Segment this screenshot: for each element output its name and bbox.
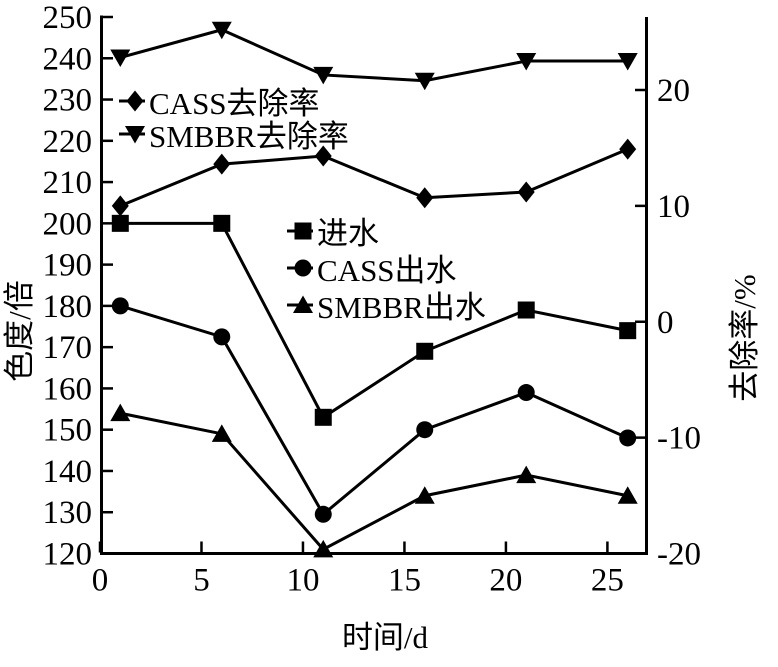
- legend-item-influent: 进水: [286, 212, 486, 251]
- smbbr-effluent-line: [119, 411, 629, 552]
- left-axis-tick-label: 220: [43, 124, 93, 160]
- legend-label-cass-removal: CASS去除率: [149, 86, 320, 121]
- left-axis-tick-label: 160: [43, 371, 93, 407]
- influent-legend-marker: [294, 222, 312, 239]
- influent-line: [120, 221, 629, 420]
- diamond-marker-icon: [119, 90, 145, 111]
- left-axis-tick-label: 240: [43, 41, 93, 77]
- left-axis-tick-label: 130: [43, 495, 93, 531]
- circle-marker-icon: [287, 259, 313, 276]
- x-axis-tick-label: 20: [489, 563, 522, 599]
- cass-removal-line: [119, 147, 629, 208]
- triangle-down-marker-icon: [119, 125, 145, 143]
- left-axis-tick-label: 150: [43, 413, 93, 449]
- legend-item-smbbr-removal: SMBBR去除率: [118, 117, 349, 154]
- x-axis-tick-label: 15: [388, 563, 421, 599]
- left-axis-tick-label: 140: [43, 454, 93, 490]
- cass-effluent-marker: [111, 297, 129, 315]
- influent-marker: [416, 342, 434, 360]
- x-axis-tick-label: 25: [591, 563, 624, 599]
- legend-item-smbbr-effluent: SMBBR出水: [286, 286, 486, 325]
- smbbr-removal-marker: [516, 53, 537, 71]
- influent-marker: [314, 408, 332, 426]
- cass-removal-marker: [213, 153, 231, 175]
- smbbr-effluent-marker: [617, 486, 638, 504]
- triangle-up-marker-icon: [287, 295, 313, 313]
- influent-marker: [517, 301, 535, 319]
- right-axis-title: 去除率/%: [727, 274, 762, 402]
- x-axis-tick-label: 0: [92, 563, 109, 599]
- cass-effluent-marker: [416, 421, 434, 439]
- cass-removal-marker: [619, 138, 637, 160]
- smbbr-removal-marker: [414, 72, 435, 91]
- x-axis-tick-label: 5: [193, 563, 210, 599]
- smbbr-removal-marker: [617, 53, 638, 71]
- cass-removal-marker: [314, 145, 332, 167]
- cass-removal-marker: [416, 187, 434, 209]
- smbbr-effluent-marker: [110, 403, 131, 422]
- cass-effluent-legend-marker: [294, 259, 312, 276]
- influent-marker: [213, 214, 231, 232]
- smbbr-removal-legend-marker: [125, 125, 145, 143]
- cass-removal-marker: [111, 195, 129, 217]
- cass-effluent-marker: [213, 328, 231, 346]
- left-axis-tick-label: 230: [43, 83, 93, 119]
- legend-item-cass-effluent: CASS出水: [286, 249, 486, 288]
- right-axis-tick-label: 0: [657, 305, 674, 341]
- left-axis-tick-label: 190: [43, 248, 93, 284]
- legend-label-smbbr-effluent: SMBBR出水: [317, 290, 486, 325]
- left-axis-tick-label: 210: [43, 165, 93, 201]
- cass-effluent-marker: [517, 384, 535, 402]
- right-axis-tick-label: 10: [657, 189, 690, 225]
- legend-label-smbbr-removal: SMBBR去除率: [149, 119, 349, 154]
- smbbr-effluent-marker: [211, 424, 232, 442]
- right-axis-tick-label: -20: [657, 537, 701, 573]
- right-axis-tick-label: 20: [657, 73, 690, 109]
- left-axis-tick-label: 250: [43, 0, 93, 36]
- square-marker-icon: [287, 222, 313, 239]
- influent-marker: [619, 322, 637, 340]
- x-axis-tick-label: 10: [286, 563, 319, 599]
- smbbr-removal-marker: [313, 66, 334, 85]
- left-axis-tick-label: 200: [43, 206, 93, 242]
- left-axis-tick-label: 180: [43, 289, 93, 325]
- cass-effluent-marker: [314, 505, 332, 523]
- smbbr-effluent-marker: [313, 539, 334, 558]
- smbbr-removal-line: [119, 28, 628, 83]
- left-axis-title: 色度/倍: [2, 280, 37, 382]
- legend-label-cass-effluent: CASS出水: [317, 253, 457, 288]
- smbbr-removal-marker: [211, 21, 232, 40]
- smbbr-effluent-marker: [516, 465, 537, 484]
- smbbr-removal-marker: [110, 49, 131, 68]
- smbbr-effluent-marker: [414, 486, 435, 504]
- cass-removal-marker: [517, 181, 535, 203]
- smbbr-effluent-legend-marker: [293, 295, 313, 313]
- cass-effluent-marker: [619, 429, 637, 447]
- x-axis-title: 时间/d: [341, 620, 429, 655]
- influent-marker: [111, 214, 129, 232]
- cass-effluent-line: [119, 304, 629, 517]
- left-axis-tick-label: 120: [43, 537, 93, 573]
- legend-concentrations: 进水 CASS出水 SMBBR出水: [286, 212, 486, 325]
- cass-removal-legend-marker: [126, 90, 144, 111]
- left-axis-tick-label: 170: [43, 330, 93, 366]
- legend-removal-rates: CASS去除率 SMBBR去除率: [118, 84, 349, 154]
- right-axis-tick-label: -10: [657, 421, 701, 457]
- legend-item-cass-removal: CASS去除率: [118, 84, 349, 121]
- legend-label-influent: 进水: [317, 216, 379, 251]
